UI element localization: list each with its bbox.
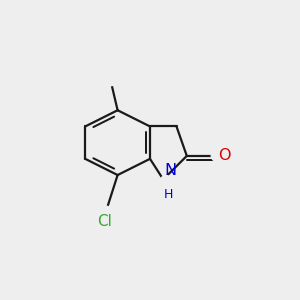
- Text: O: O: [218, 148, 230, 164]
- Ellipse shape: [97, 74, 121, 86]
- Ellipse shape: [211, 149, 229, 162]
- Ellipse shape: [166, 184, 175, 193]
- Text: H: H: [164, 188, 173, 201]
- Text: Cl: Cl: [97, 214, 112, 229]
- Text: N: N: [164, 163, 177, 178]
- Ellipse shape: [95, 206, 113, 218]
- Ellipse shape: [160, 176, 172, 186]
